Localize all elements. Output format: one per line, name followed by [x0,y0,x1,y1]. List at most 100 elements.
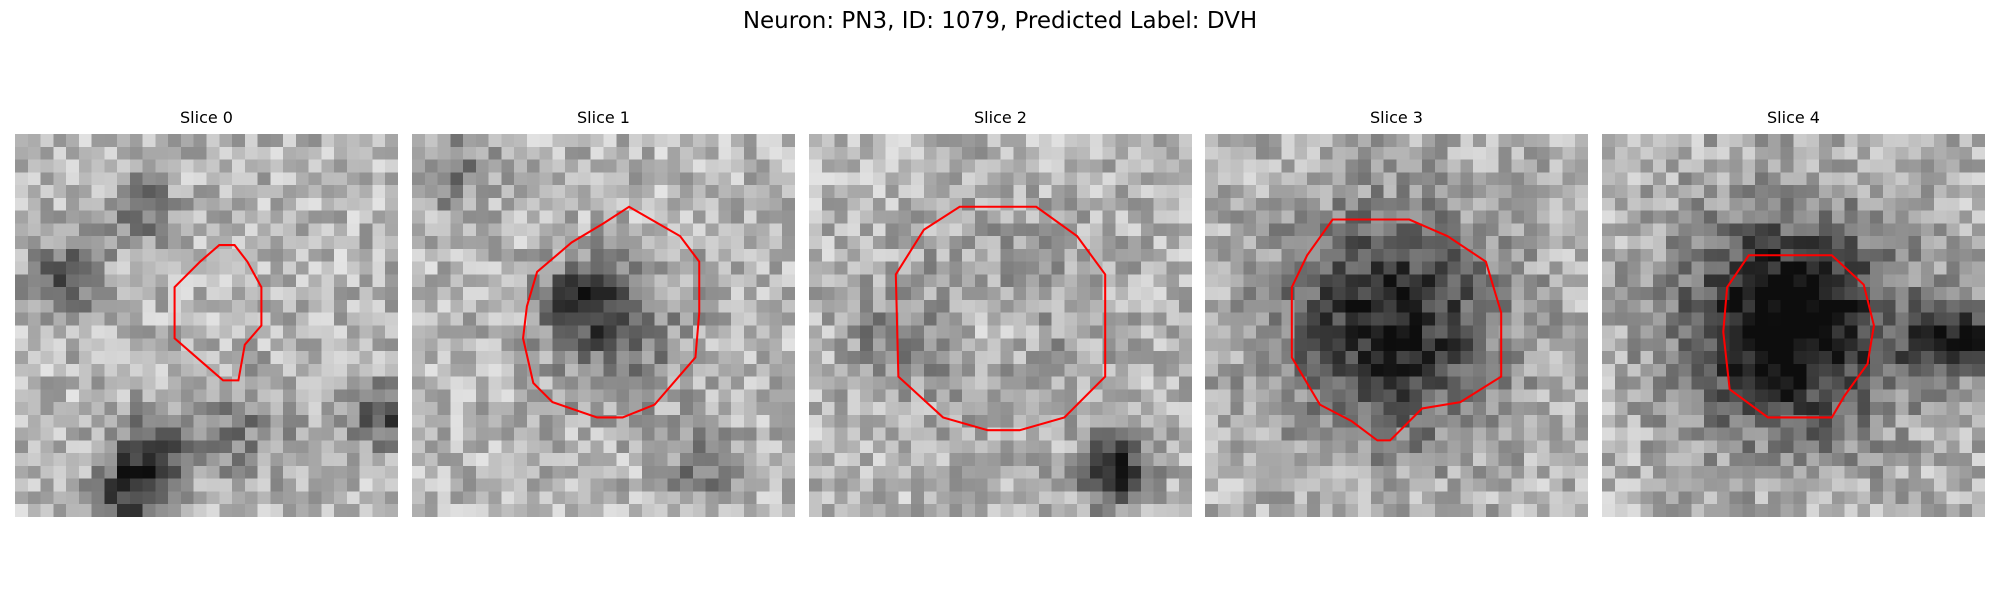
pixel [232,172,246,186]
pixel [1716,299,1731,314]
pixel [1447,465,1461,480]
pixel [743,134,758,148]
pixel [654,414,668,429]
pixel [155,299,169,314]
pixel [1064,389,1078,403]
pixel [1256,465,1270,480]
pixel [1614,261,1628,275]
pixel [1627,134,1641,148]
pixel [1959,274,1973,288]
pixel [1921,197,1935,211]
pixel [1179,134,1192,148]
pixel [244,402,258,416]
pixel [1447,363,1461,377]
pixel [756,236,770,250]
pixel [962,465,976,480]
pixel [616,402,630,416]
pixel [1831,172,1845,186]
pixel [667,236,681,250]
pixel [142,427,156,441]
pixel [1256,146,1270,160]
pixel [437,261,451,275]
pixel [1742,299,1756,314]
pixel [1345,185,1359,199]
pixel [308,210,322,224]
pixel [629,210,643,224]
pixel [27,287,41,301]
pixel [117,299,131,314]
pixel [1409,389,1423,403]
pixel [488,134,502,148]
pixel [1319,146,1334,160]
pixel [1434,287,1448,301]
pixel [1614,427,1628,441]
pixel [1358,236,1372,250]
pixel [1307,312,1321,326]
pixel [1549,402,1563,416]
pixel [1485,338,1500,352]
pixel [437,504,451,517]
pixel [974,261,989,275]
pixel [385,312,398,326]
pixel [1640,210,1654,224]
pixel [1819,465,1833,480]
pixel [1434,414,1448,429]
pixel [987,197,1001,211]
pixel [1562,197,1576,211]
pixel [1230,312,1244,326]
pixel [769,236,783,250]
pixel [1243,338,1257,352]
pixel [616,172,630,186]
pixel [412,465,426,480]
pixel [372,440,386,454]
pixel [1153,210,1167,224]
pixel [1895,504,1909,517]
pixel [987,363,1001,377]
pixel [1678,312,1692,326]
pixel [756,478,770,492]
pixel [78,491,92,505]
pixel [1806,261,1820,275]
pixel [1844,351,1858,365]
pixel [705,172,719,186]
pixel [27,172,41,186]
pixel [1370,351,1385,365]
pixel [1217,248,1231,263]
pixel [769,325,783,339]
pixel [1742,504,1756,517]
pixel [1819,389,1833,403]
pixel [1166,427,1180,441]
pixel [565,146,579,160]
pixel [1755,325,1769,339]
pixel [1806,338,1820,352]
pixel [1013,312,1027,326]
pixel [40,427,54,441]
pixel [1294,440,1308,454]
pixel [1844,312,1858,326]
pixel [860,172,874,186]
pixel [821,248,835,263]
pixel [1653,236,1667,250]
pixel [743,325,758,339]
pixel [1268,248,1282,263]
pixel [603,223,617,237]
pixel [1665,389,1679,403]
pixel [27,491,41,505]
pixel [616,287,630,301]
pixel [1627,236,1641,250]
pixel [552,389,566,403]
pixel [718,223,732,237]
pixel [1691,478,1705,492]
pixel [15,172,29,186]
pixel [1806,134,1820,148]
pixel [1422,453,1436,467]
pixel [1243,363,1257,377]
pixel [1908,465,1922,480]
pixel [15,210,29,224]
pixel [616,491,630,505]
pixel [936,453,950,467]
pixel [270,427,284,441]
pixel [1128,274,1142,288]
pixel [962,351,976,365]
pixel [1115,299,1129,314]
